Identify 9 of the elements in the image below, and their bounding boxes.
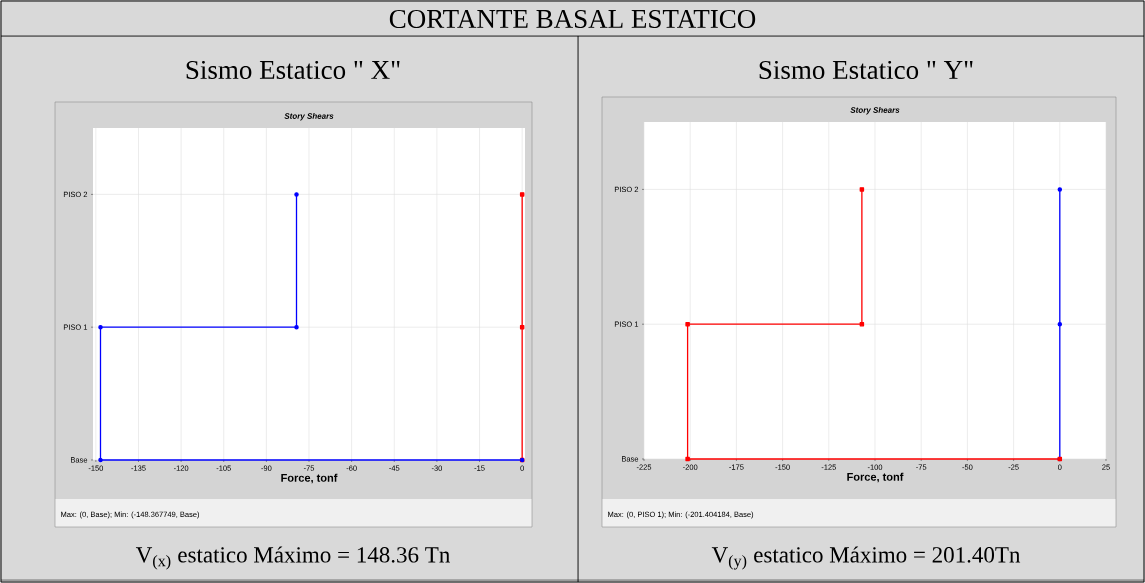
chart-subtitle: Story Shears xyxy=(850,106,900,115)
text: CORTANTE BASAL ESTATICO xyxy=(389,9,756,29)
text: V$_{(y)}$ estatico Máximo = 201.40Tn xyxy=(711,546,1021,570)
text: V$_{(x)}$ estatico Máximo = 148.36 Tn xyxy=(135,546,450,570)
chart-title: Sismo Estatico " X" xyxy=(186,60,400,80)
x-axis-title: Force, tonf xyxy=(847,472,904,483)
chart-title: Sismo Estatico " Y" xyxy=(759,60,973,80)
chart-subtitle: Story Shears xyxy=(284,113,334,121)
x-axis-title: Force, tonf xyxy=(281,473,338,484)
